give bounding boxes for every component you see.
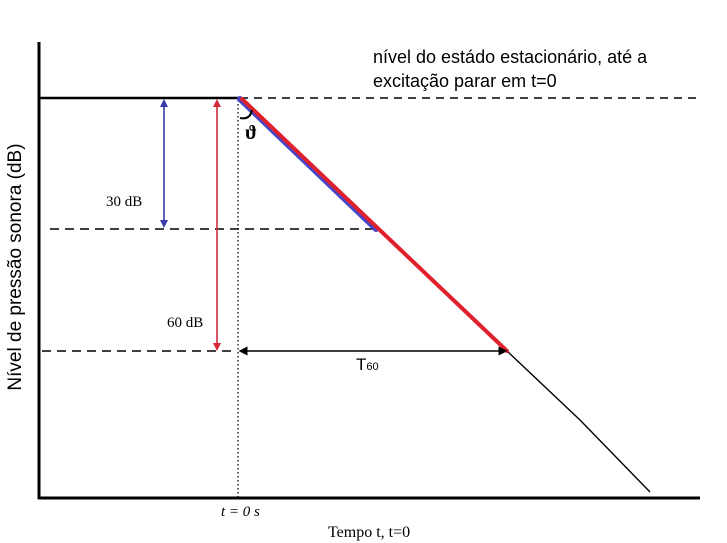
steady-state-note-line1: nível do estádo estacionário, até a [373,47,648,67]
x-axis-label: Tempo t, t=0 [328,524,410,541]
t60-fit-line [240,97,509,353]
drop-30db-label: 30 dB [106,194,142,210]
t60-label-main: T [356,355,366,374]
steady-state-note-line2: excitação parar em t=0 [373,71,557,91]
t60-label-sub: 60 [366,361,378,373]
angle-symbol: ϑ [245,122,257,144]
angle-arc [239,109,253,120]
t0-label: t = 0 s [221,504,260,520]
y-axis-label: Nível de pressão sonora (dB) [5,143,26,390]
drop-60db-label: 60 dB [167,315,203,331]
t60-label: T60 [356,355,379,374]
